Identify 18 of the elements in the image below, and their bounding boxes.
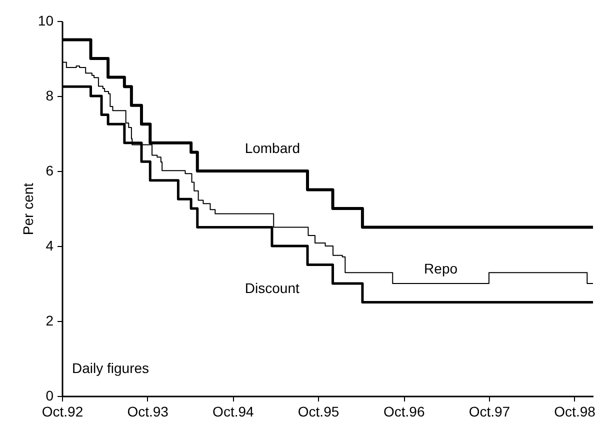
x-tick-label: Oct.96 [383,404,425,420]
series-label: Discount [244,280,300,296]
annotation: Daily figures [72,360,150,376]
x-tick-label: Oct.94 [212,404,254,420]
y-tick-label: 0 [46,388,54,404]
y-tick-label: 6 [46,162,54,178]
x-tick-label: Oct.97 [468,404,510,420]
y-tick-label: 2 [46,312,54,328]
y-tick-label: 10 [38,12,54,28]
x-tick-label: Oct.93 [127,404,169,420]
x-tick-label: Oct.95 [298,404,340,420]
y-axis-title: Per cent [20,182,36,236]
y-tick-label: 8 [46,88,54,104]
series-label: Repo [424,260,458,276]
x-tick-label: Oct.98 [554,404,596,420]
y-tick-label: 4 [46,238,54,254]
series-label: Lombard [244,140,300,156]
x-tick-label: Oct.92 [42,404,84,420]
